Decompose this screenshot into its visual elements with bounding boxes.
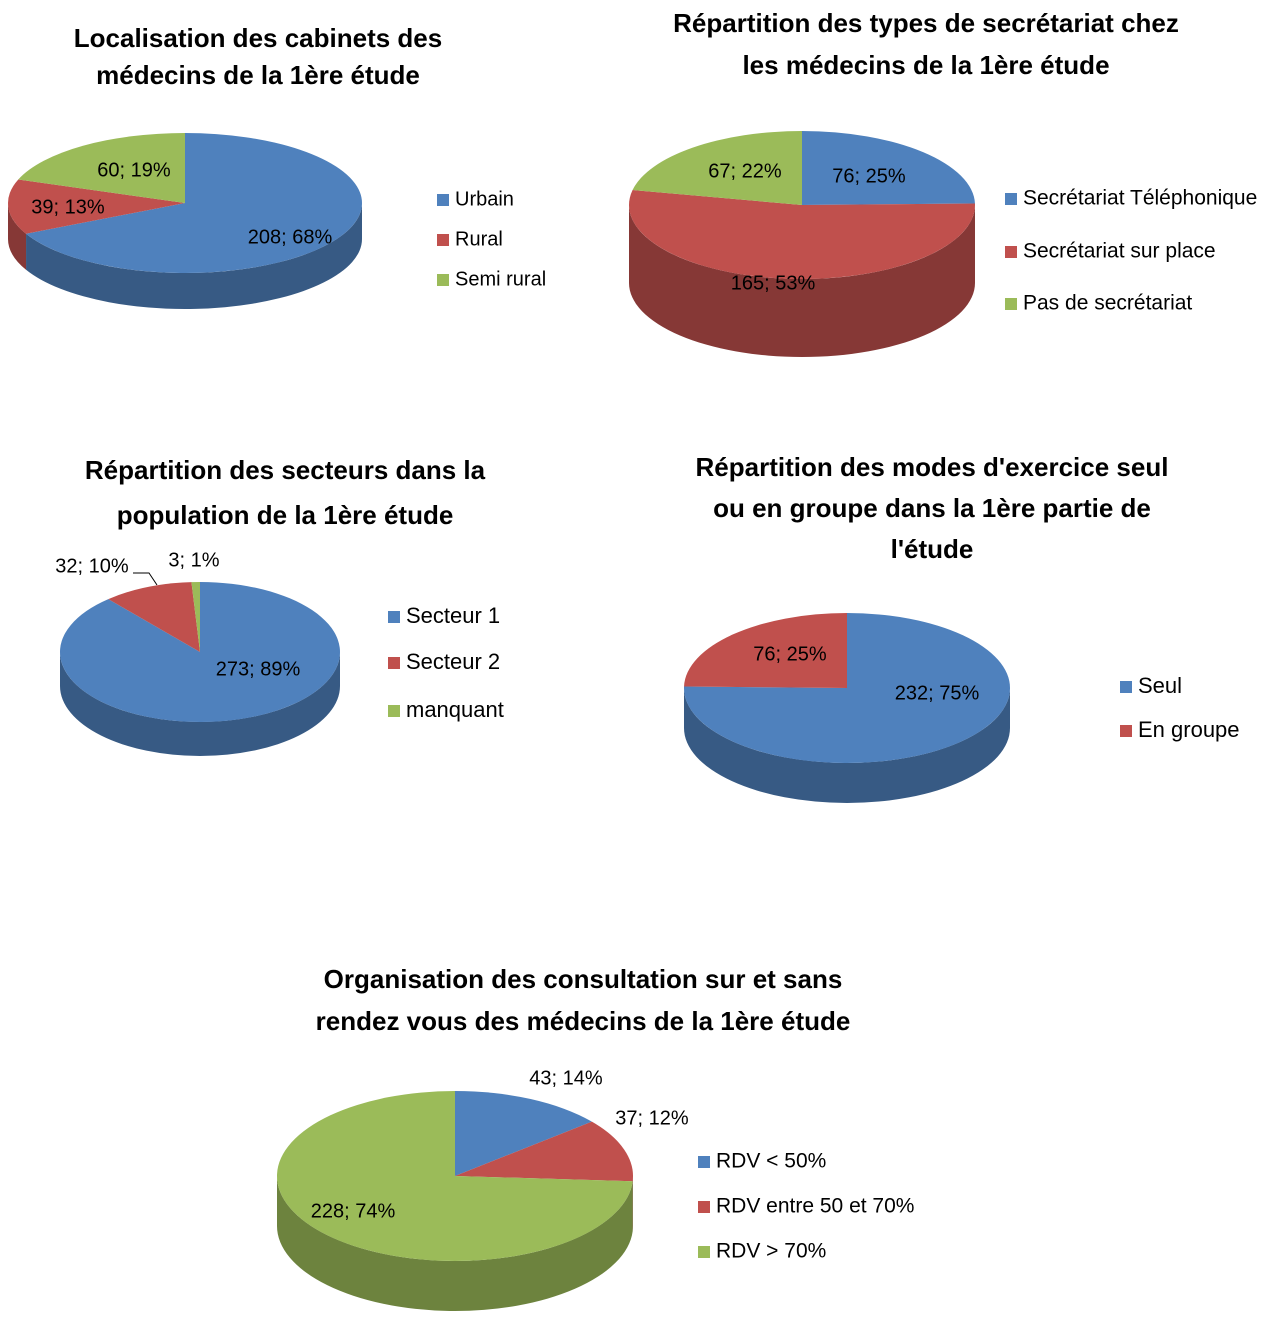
data-label: 273; 89% — [216, 658, 301, 680]
data-label: 67; 22% — [708, 160, 782, 182]
legend-swatch — [1005, 298, 1017, 310]
legend-swatch — [698, 1246, 710, 1258]
legend-label: Pas de secrétariat — [1023, 292, 1192, 315]
data-label: 208; 68% — [248, 226, 333, 248]
legend-label: RDV entre 50 et 70% — [716, 1195, 914, 1218]
chart-title: population de la 1ère étude — [117, 500, 454, 530]
legend-swatch — [388, 657, 400, 669]
legend-label: Semi rural — [455, 268, 546, 290]
pie-slice-side — [277, 1176, 633, 1312]
pie-slice-side — [8, 203, 27, 270]
legend-swatch — [437, 234, 449, 246]
chart-title: Localisation des cabinets des — [74, 23, 442, 53]
data-label: 39; 13% — [31, 196, 105, 218]
legend-label: Secrétariat Téléphonique — [1023, 187, 1257, 210]
legend-label: En groupe — [1138, 717, 1240, 742]
legend-swatch — [1120, 681, 1132, 693]
pie-slice — [632, 131, 802, 205]
legend-label: RDV < 50% — [716, 1150, 826, 1173]
pie-slice — [18, 133, 185, 203]
chart-title: Répartition des secteurs dans la — [85, 455, 486, 485]
legend-swatch — [437, 194, 449, 206]
chart-title: médecins de la 1ère étude — [96, 60, 420, 90]
pie-slice — [455, 1121, 633, 1182]
legend-swatch — [1005, 193, 1017, 205]
pie-slice-side — [26, 203, 362, 309]
legend-swatch — [1005, 246, 1017, 258]
data-label: 228; 74% — [311, 1200, 396, 1222]
pie-slice — [26, 133, 362, 273]
pie-slice — [191, 582, 200, 652]
pie-slice — [628, 190, 976, 280]
data-label: 60; 19% — [97, 159, 171, 181]
legend-label: Urbain — [455, 188, 514, 210]
data-label: 76; 25% — [753, 643, 827, 665]
legend-swatch — [1120, 725, 1132, 737]
pie-slice — [277, 1091, 633, 1261]
chart-title: Organisation des consultation sur et san… — [324, 964, 843, 994]
legend-label: RDV > 70% — [716, 1240, 826, 1263]
pie-slice — [7, 179, 186, 234]
data-label: 165; 53% — [731, 272, 816, 294]
legend-swatch — [388, 611, 400, 623]
pie-slice-side — [629, 205, 975, 357]
data-label: 76; 25% — [832, 165, 906, 187]
legend-label: Secrétariat sur place — [1023, 240, 1216, 263]
chart-title: les médecins de la 1ère étude — [742, 50, 1109, 80]
chart-title: Répartition des types de secrétariat che… — [673, 8, 1179, 38]
data-label: 37; 12% — [615, 1107, 689, 1129]
chart-title: ou en groupe dans la 1ère partie de — [713, 493, 1151, 523]
legend-swatch — [698, 1201, 710, 1213]
pie-slice-side — [60, 652, 340, 756]
data-label: 43; 14% — [529, 1067, 603, 1089]
legend-label: Secteur 2 — [406, 649, 500, 674]
leader-line — [133, 572, 158, 586]
chart-title: rendez vous des médecins de la 1ère étud… — [316, 1006, 851, 1036]
data-label: 32; 10% — [55, 555, 129, 577]
legend-swatch — [437, 274, 449, 286]
legend-label: Rural — [455, 228, 503, 250]
pie-slice — [455, 1091, 592, 1176]
chart-title: l'étude — [891, 534, 974, 564]
data-label: 232; 75% — [895, 682, 980, 704]
pie-slice — [802, 131, 975, 205]
data-label: 3; 1% — [168, 549, 219, 571]
pie-slice-side — [684, 688, 1010, 803]
legend-label: manquant — [406, 697, 504, 722]
legend-label: Seul — [1138, 673, 1182, 698]
pie-slice — [684, 613, 847, 688]
legend-swatch — [388, 705, 400, 717]
chart-title: Répartition des modes d'exercice seul — [696, 452, 1169, 482]
pie-slice — [108, 582, 200, 652]
legend-swatch — [698, 1156, 710, 1168]
legend-label: Secteur 1 — [406, 603, 500, 628]
